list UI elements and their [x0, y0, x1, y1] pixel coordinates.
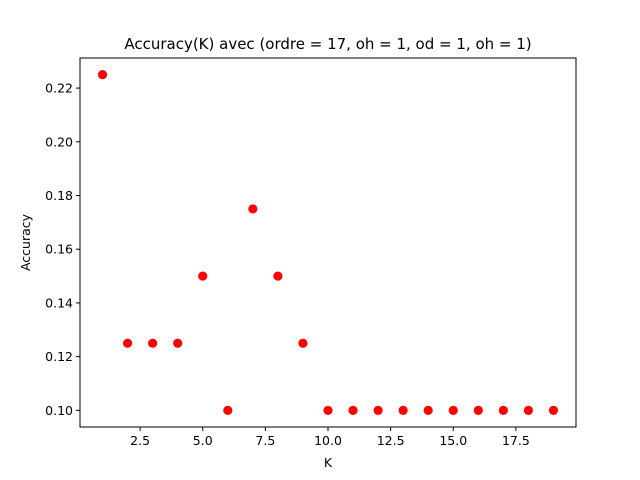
y-tick-label: 0.16 [45, 242, 73, 257]
x-tick-label: 15.0 [439, 433, 467, 448]
data-point [498, 405, 508, 415]
x-tick-label: 17.5 [502, 433, 530, 448]
data-point [523, 405, 534, 415]
y-tick-label: 0.14 [45, 295, 73, 310]
data-point [373, 405, 383, 415]
y-tick-label: 0.10 [45, 403, 73, 418]
y-tick-label: 0.18 [45, 188, 73, 203]
data-point [198, 271, 208, 281]
y-axis-label: Accuracy [18, 213, 33, 271]
x-tick-label: 10.0 [314, 433, 342, 448]
x-tick-label: 7.5 [255, 433, 275, 448]
plot-frame [79, 57, 577, 428]
points-layer [97, 70, 559, 415]
y-tick-label: 0.12 [45, 349, 73, 364]
x-axis: 2.5 5.0 7.5 10.0 12.5 15.0 17.5 [130, 427, 530, 448]
data-point [248, 204, 258, 214]
data-point [148, 338, 158, 348]
x-tick-label: 5.0 [193, 433, 213, 448]
y-axis: 0.10 0.12 0.14 0.16 0.18 0.20 0.22 [45, 81, 80, 418]
data-point [223, 405, 233, 415]
data-point [448, 405, 458, 415]
y-tick-label: 0.20 [45, 134, 73, 149]
chart-title: Accuracy(K) avec (ordre = 17, oh = 1, od… [124, 35, 531, 53]
data-point [473, 405, 483, 415]
y-tick-label: 0.22 [45, 81, 73, 96]
data-point [423, 405, 433, 415]
data-point [122, 338, 133, 348]
data-point [173, 338, 183, 348]
data-point [273, 271, 283, 281]
data-point [348, 405, 358, 415]
data-point [548, 405, 559, 415]
x-tick-label: 2.5 [130, 433, 150, 448]
x-axis-label: K [324, 455, 333, 470]
data-point [97, 70, 108, 80]
data-point [298, 338, 308, 348]
x-tick-label: 12.5 [377, 433, 405, 448]
data-point [323, 405, 333, 415]
data-point [398, 405, 408, 415]
